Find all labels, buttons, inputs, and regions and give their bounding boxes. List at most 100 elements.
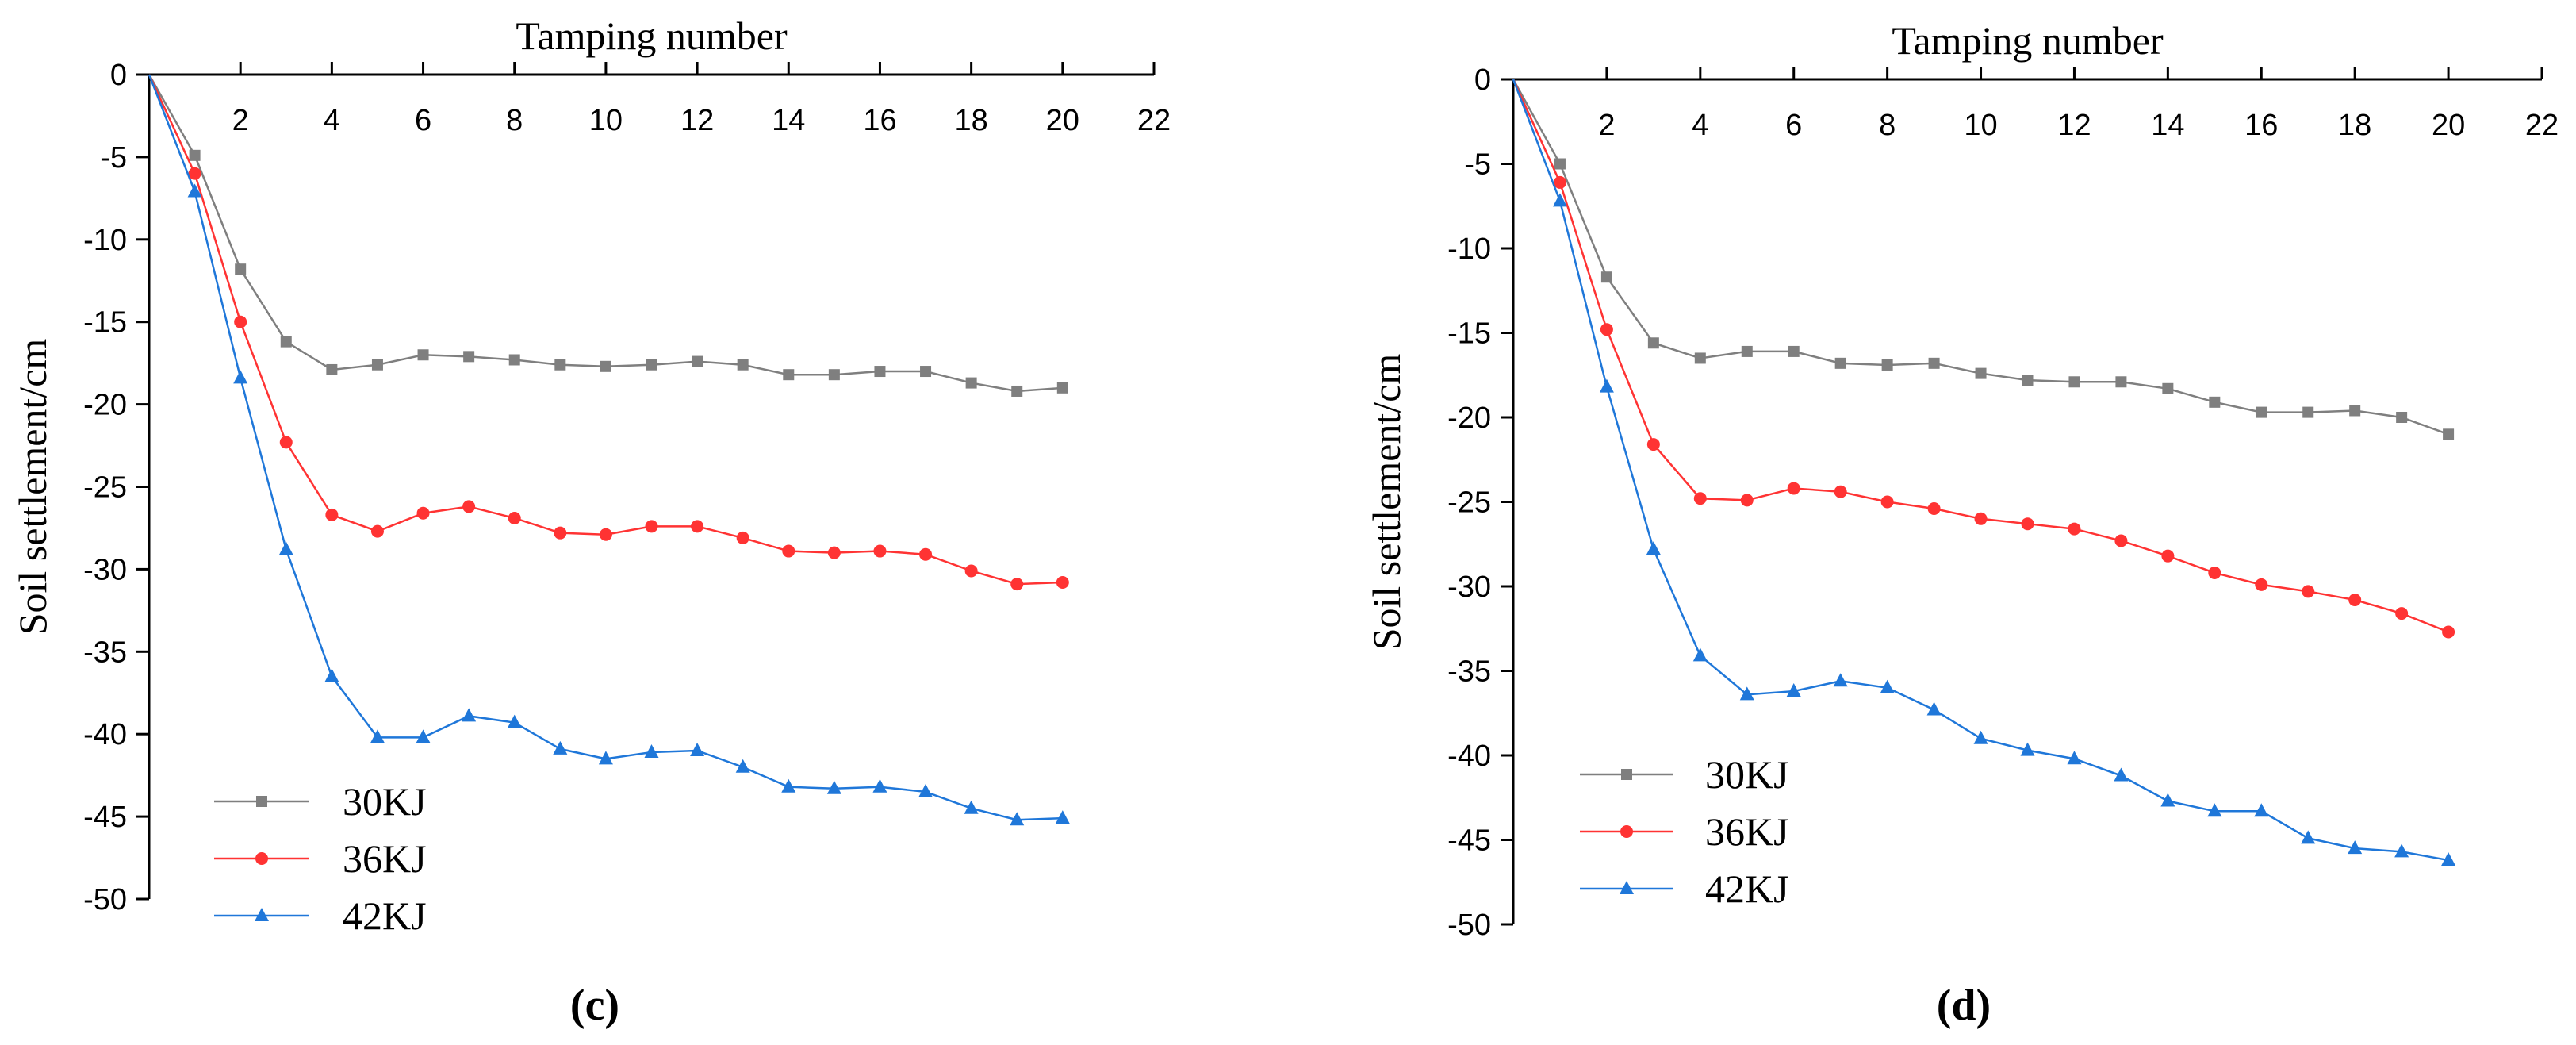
data-point [1786,683,1801,697]
data-point [644,744,659,759]
legend-swatch-marker [1621,769,1632,780]
data-point [1974,512,1988,525]
legend-label: 42KJ [1705,866,1789,911]
data-point [781,778,796,793]
data-point [2068,376,2080,388]
data-point [371,359,383,371]
data-point [1880,495,1894,509]
data-point [2255,578,2268,591]
data-point [1056,382,1068,394]
data-point [2067,751,2082,765]
x-tick-label: 4 [324,104,340,137]
legend-swatch-marker [255,908,269,921]
y-tick-label: -45 [83,801,127,834]
data-point [2021,517,2034,531]
data-point [690,742,705,756]
x-tick-label: 20 [2432,109,2465,142]
x-tick-label: 16 [863,104,896,137]
data-point [417,349,429,361]
data-point [1600,271,1612,283]
data-point [1600,323,1613,336]
data-point [599,528,612,541]
series-42KJ [148,74,1070,826]
x-tick-label: 6 [1785,109,1802,142]
y-tick-label: -30 [83,553,127,586]
panel-label: (c) [570,981,619,1030]
data-point [1552,193,1567,207]
data-point [416,506,430,520]
data-point [1926,701,1942,716]
data-point [1833,673,1848,687]
data-point [278,541,293,555]
data-point [2254,803,2269,817]
data-point [280,336,292,348]
data-point [735,759,750,773]
data-point [2114,534,2128,547]
y-tick-label: -50 [1447,909,1491,942]
y-tick-label: -20 [83,389,127,422]
series-30KJ [1512,79,2455,440]
data-point [553,740,568,755]
x-tick-label: 2 [232,104,249,137]
y-tick-label: -35 [1447,655,1491,689]
data-point [692,355,703,367]
series-36KJ [148,74,1069,591]
data-point [507,714,522,728]
data-point [1741,345,1753,357]
data-point [235,263,247,275]
data-point [736,531,749,544]
x-axis-title: Tamping number [1892,18,2164,63]
data-point [463,351,475,363]
data-point [919,547,933,561]
y-tick-label: -5 [100,141,127,175]
data-point [1787,482,1800,495]
data-point [188,167,201,180]
y-tick-label: -25 [83,471,127,505]
data-point [554,359,566,371]
data-point [2115,376,2127,388]
y-tick-label: 0 [1474,63,1491,97]
x-tick-label: 22 [2525,109,2559,142]
data-point [1011,385,1023,397]
data-point [964,564,978,578]
data-point [1788,345,1800,357]
series-line-36KJ [148,74,1063,586]
data-point [2208,566,2221,579]
data-point [1646,438,1660,451]
legend-label: 30KJ [343,779,427,824]
data-point [325,508,339,521]
data-point [1647,337,1659,349]
y-tick-label: 0 [110,59,127,92]
panel-label: (d) [1937,981,1991,1030]
data-point [1973,730,1988,744]
data-point [189,149,201,161]
data-point [1692,647,1708,662]
x-tick-label: 22 [1137,104,1171,137]
y-axis-title: Soil settlement/cm [1364,354,1409,651]
x-tick-label: 8 [1879,109,1896,142]
data-point [2209,396,2221,408]
data-point [2256,406,2267,418]
data-point [2394,843,2409,858]
data-point [827,546,841,559]
data-point [2068,522,2081,536]
x-tick-label: 18 [2338,109,2371,142]
legend-label: 36KJ [1705,809,1789,854]
data-point [920,366,932,378]
series-30KJ [148,74,1068,397]
data-point [462,708,477,722]
y-tick-label: -35 [83,636,127,669]
data-point [554,526,567,540]
data-point [2301,830,2316,844]
data-point [1975,367,1987,379]
data-point [1554,158,1566,170]
y-axis-title: Soil settlement/cm [10,339,55,636]
data-point [1740,494,1754,507]
data-point [873,544,887,558]
data-point [964,800,979,814]
data-point [234,315,247,328]
data-point [1834,357,1846,369]
x-axis-title: Tamping number [516,13,788,58]
data-point [2302,585,2315,598]
data-point [1693,492,1707,505]
